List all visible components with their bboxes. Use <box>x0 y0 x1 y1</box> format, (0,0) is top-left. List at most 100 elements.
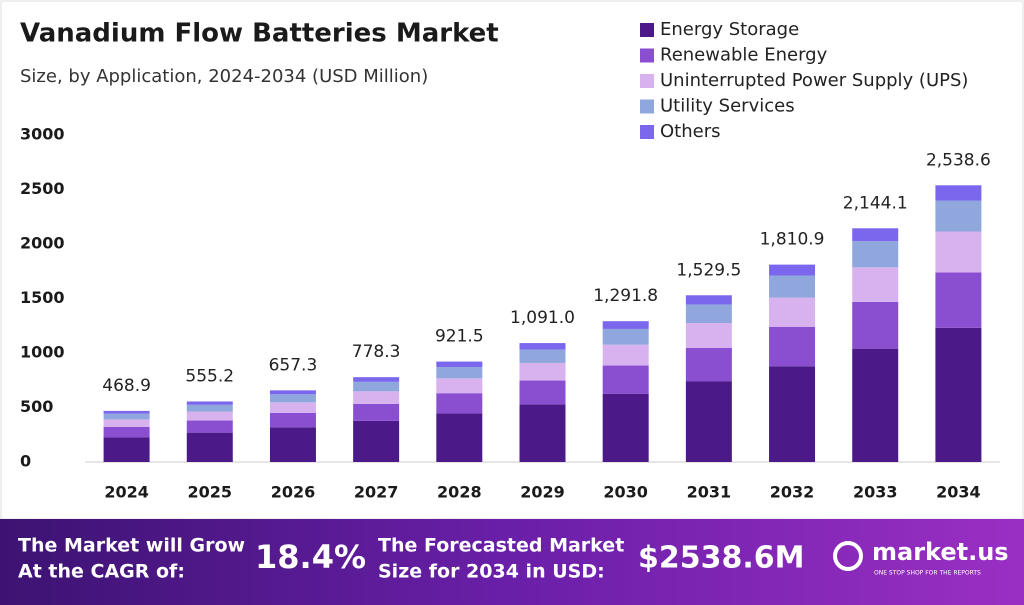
bar-segment <box>436 413 483 462</box>
y-tick-label: 3000 <box>20 125 65 144</box>
bar-segment <box>186 432 233 462</box>
bar-segment <box>103 437 150 462</box>
total-label: 921.5 <box>435 327 484 347</box>
bar-segment <box>769 275 816 298</box>
bar-segment <box>602 321 649 329</box>
brand-tagline: ONE STOP SHOP FOR THE REPORTS <box>874 570 981 577</box>
x-tick-label: 2026 <box>271 483 316 502</box>
bar-segment <box>602 393 649 462</box>
y-tick-label: 500 <box>20 397 53 416</box>
chart-title: Vanadium Flow Batteries Market <box>20 19 499 49</box>
footer-value: $2538.6M <box>638 541 805 576</box>
bar-segment <box>519 380 566 405</box>
bar-segment <box>269 394 316 403</box>
bar-segment <box>935 231 982 273</box>
legend-label: Utility Services <box>660 96 795 117</box>
bar-segment <box>852 348 899 462</box>
x-tick-label: 2025 <box>188 483 233 502</box>
bar-segment <box>436 361 483 368</box>
bar-segment <box>436 378 483 394</box>
bar-segment <box>103 410 150 414</box>
footer-value: 18.4% <box>255 538 366 576</box>
bar-segment <box>519 343 566 350</box>
bar-segment <box>269 427 316 462</box>
bar-segment <box>685 323 732 348</box>
x-tick-label: 2028 <box>437 483 482 502</box>
bar-segment <box>519 404 566 462</box>
bar-segment <box>602 328 649 345</box>
x-tick-label: 2027 <box>354 483 399 502</box>
bar-segment <box>602 365 649 394</box>
bar-segment <box>519 362 566 381</box>
bar-segment <box>436 367 483 379</box>
y-tick-label: 0 <box>20 452 31 471</box>
bar-segment <box>353 377 400 382</box>
x-tick-label: 2024 <box>104 483 149 502</box>
bar-segment <box>186 401 233 405</box>
brand: market.us <box>872 538 1009 566</box>
total-label: 468.9 <box>102 376 151 396</box>
bar-segment <box>269 390 316 395</box>
total-label: 778.3 <box>352 342 401 362</box>
footer-text: The Market will Grow <box>18 535 245 557</box>
bar-segment <box>186 420 233 433</box>
legend-swatch <box>640 48 654 63</box>
bar-segment <box>935 185 982 201</box>
total-label: 1,091.0 <box>510 308 575 328</box>
bar-segment <box>103 413 150 420</box>
bar-segment <box>602 344 649 366</box>
legend-label: Others <box>660 121 721 142</box>
footer-band <box>0 519 1024 605</box>
x-tick-label: 2030 <box>603 483 648 502</box>
bar-segment <box>852 241 899 268</box>
brand-icon <box>833 541 863 571</box>
legend-label: Uninterrupted Power Supply (UPS) <box>660 70 968 91</box>
y-tick-label: 1500 <box>20 288 65 307</box>
total-label: 555.2 <box>185 366 234 386</box>
bar-segment <box>852 267 899 302</box>
legend-swatch <box>640 23 654 37</box>
x-tick-label: 2029 <box>520 483 565 502</box>
bar-segment <box>353 391 400 404</box>
bar-segment <box>935 327 982 462</box>
x-tick-label: 2034 <box>936 483 981 502</box>
bar-segment <box>186 411 233 421</box>
total-label: 1,810.9 <box>760 230 825 250</box>
bar-segment <box>103 419 150 427</box>
x-tick-label: 2033 <box>853 483 898 502</box>
x-tick-label: 2031 <box>687 483 732 502</box>
bar-segment <box>685 381 732 462</box>
bar-segment <box>685 347 732 382</box>
bar-segment <box>852 228 899 242</box>
total-label: 1,529.5 <box>676 260 741 280</box>
bar-segment <box>353 403 400 421</box>
bar-segment <box>769 366 816 462</box>
bar-segment <box>685 295 732 305</box>
bar-segment <box>852 301 899 349</box>
bar-segment <box>353 381 400 392</box>
legend-swatch <box>640 74 654 88</box>
bar-segment <box>353 420 400 462</box>
legend-label: Energy Storage <box>660 19 799 40</box>
bar-segment <box>519 349 566 363</box>
bar-segment <box>269 412 316 428</box>
bar-segment <box>269 402 316 413</box>
chart-subtitle: Size, by Application, 2024-2034 (USD Mil… <box>20 66 428 87</box>
legend-swatch <box>640 125 654 139</box>
footer-text: Size for 2034 in USD: <box>378 561 605 583</box>
total-label: 1,291.8 <box>593 286 658 306</box>
bar-segment <box>103 426 150 438</box>
bar-segment <box>769 264 816 276</box>
y-tick-label: 2000 <box>20 234 65 253</box>
footer-text: The Forecasted Market <box>378 535 624 557</box>
bar-segment <box>935 272 982 328</box>
footer-text: At the CAGR of: <box>18 561 185 583</box>
bar-segment <box>436 393 483 414</box>
legend-swatch <box>640 99 654 114</box>
total-label: 2,144.1 <box>843 193 908 213</box>
bar-segment <box>935 200 982 232</box>
bar-segment <box>685 304 732 324</box>
bar-segment <box>186 404 233 412</box>
bar-segment <box>769 297 816 327</box>
